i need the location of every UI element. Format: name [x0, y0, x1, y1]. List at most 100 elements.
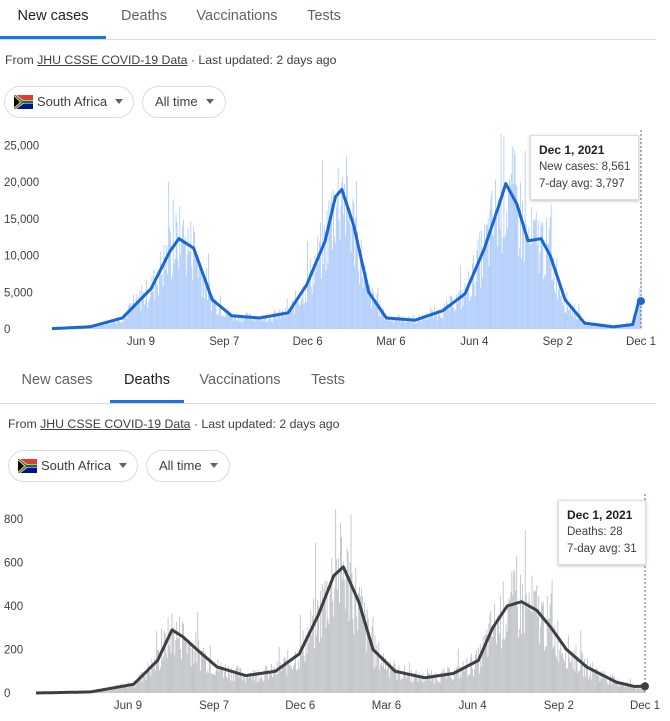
daily-bar [399, 317, 401, 329]
daily-bar [384, 319, 386, 329]
tab-deaths[interactable]: Deaths [108, 0, 180, 38]
daily-bar [633, 687, 635, 693]
tab-new-cases[interactable]: New cases [0, 0, 106, 39]
daily-bar [230, 667, 232, 693]
daily-bar [392, 317, 394, 329]
daily-bar [219, 669, 221, 693]
daily-bar [559, 295, 561, 329]
daily-bar [240, 668, 242, 693]
daily-bar [536, 244, 538, 329]
daily-bar [505, 234, 507, 329]
tab-label: Deaths [121, 8, 167, 24]
daily-bar [216, 668, 218, 693]
daily-bar [190, 221, 192, 329]
daily-bar [243, 674, 245, 693]
daily-bar [395, 668, 397, 693]
daily-bar [94, 325, 95, 329]
daily-bar [333, 236, 335, 329]
daily-bar [421, 321, 422, 329]
daily-bar [205, 673, 207, 693]
location-dropdown[interactable]: South Africa [8, 450, 138, 482]
daily-bar [474, 296, 476, 329]
daily-bar [497, 616, 498, 693]
daily-bar [582, 318, 584, 329]
daily-bar [313, 284, 315, 329]
daily-bar [132, 302, 133, 329]
daily-bar [154, 299, 156, 329]
daily-bar [405, 675, 406, 693]
daily-bar [509, 600, 511, 693]
daily-bar [141, 285, 143, 329]
daily-bar [483, 643, 485, 693]
daily-bar [530, 611, 532, 693]
tab-deaths[interactable]: Deaths [110, 364, 184, 403]
deaths-chart[interactable]: 0 200 400 600 800 Jun 9 Sep 7 Dec 6 Mar 6 Jun 4 Se… [0, 494, 670, 721]
daily-bar [591, 662, 593, 693]
daily-bar [158, 650, 159, 693]
daily-bar [157, 650, 158, 693]
daily-bar [272, 668, 274, 693]
tab-new-cases[interactable]: New cases [4, 364, 110, 402]
daily-bar [473, 676, 474, 693]
daily-bar [366, 609, 368, 693]
daily-bar [518, 637, 519, 693]
daily-bar [363, 601, 365, 693]
tab-vaccinations[interactable]: Vaccinations [187, 0, 287, 38]
daily-bar [444, 671, 446, 693]
daily-bar [99, 326, 101, 329]
tab-tests[interactable]: Tests [296, 0, 352, 38]
daily-bar [182, 623, 184, 693]
daily-bar [522, 605, 524, 693]
daily-bar [626, 684, 628, 693]
location-dropdown[interactable]: South Africa [4, 86, 134, 118]
daily-bar [388, 320, 390, 329]
daily-bar [341, 579, 343, 693]
daily-bar [441, 669, 443, 693]
cases-chart[interactable]: 0 5,000 10,000 15,000 20,000 25,000 Jun 9 Sep 7… [0, 130, 670, 360]
x-tick-label: Sep 2 [543, 336, 573, 348]
daily-bar [509, 179, 510, 329]
daily-bar [489, 615, 491, 693]
daily-bar [473, 283, 475, 329]
daily-bar [566, 291, 568, 329]
daily-bar [422, 318, 424, 329]
time-range-dropdown[interactable]: All time [142, 86, 226, 118]
daily-bar [317, 600, 318, 693]
tab-vaccinations[interactable]: Vaccinations [190, 364, 290, 402]
daily-bar [544, 274, 546, 329]
daily-bar [587, 322, 589, 329]
daily-bar [237, 666, 239, 693]
source-prefix: From [8, 417, 41, 431]
daily-bar [514, 571, 516, 693]
daily-bar [407, 319, 408, 329]
daily-bar [588, 675, 590, 693]
daily-bar [506, 631, 508, 693]
daily-bar [355, 567, 357, 693]
source-link[interactable]: JHU CSSE COVID-19 Data [40, 417, 191, 431]
tab-tests[interactable]: Tests [300, 364, 356, 402]
daily-bar [167, 274, 169, 329]
daily-bar [488, 623, 490, 693]
daily-bar [309, 629, 311, 693]
daily-bar [151, 658, 153, 693]
daily-bar [218, 314, 220, 329]
daily-bar [559, 649, 561, 693]
daily-bar [109, 690, 111, 693]
daily-bar [508, 598, 510, 693]
daily-bar [128, 305, 130, 329]
time-range-dropdown[interactable]: All time [146, 450, 230, 482]
daily-bar [592, 323, 594, 329]
daily-bar [620, 685, 622, 693]
daily-bar [347, 220, 349, 329]
x-tick-label: Dec 6 [285, 700, 315, 712]
daily-bar [328, 200, 330, 329]
daily-bar [596, 324, 597, 329]
daily-bar [452, 680, 453, 693]
daily-bar [129, 302, 131, 329]
daily-bar [585, 325, 587, 329]
daily-bar [554, 290, 556, 329]
daily-bar [202, 277, 204, 329]
source-link[interactable]: JHU CSSE COVID-19 Data [37, 53, 188, 67]
daily-bar [472, 255, 474, 329]
daily-bar [478, 263, 480, 329]
